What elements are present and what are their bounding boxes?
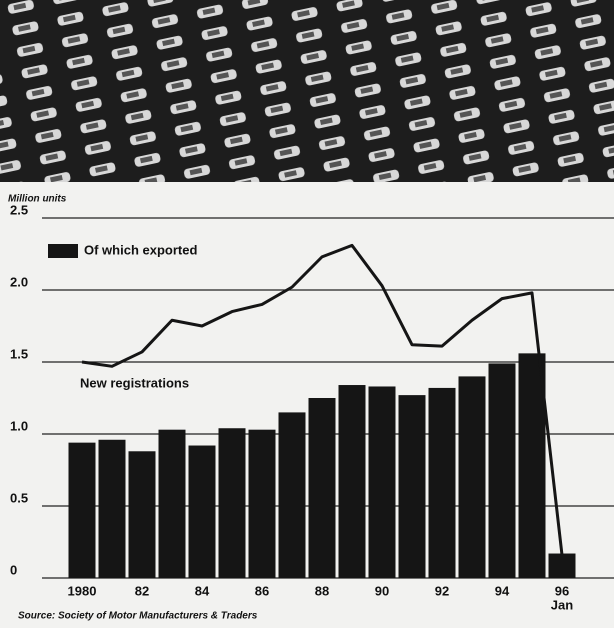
bar: [398, 395, 426, 578]
y-axis-label: Million units: [8, 194, 67, 205]
bar: [98, 439, 126, 578]
bar: [428, 387, 456, 578]
bar: [158, 429, 186, 578]
bar: [338, 385, 366, 578]
x-tick-sublabel: Jan: [551, 597, 573, 612]
legend-swatch: [48, 244, 78, 258]
y-tick-label: 0: [10, 562, 17, 577]
source: Source: Society of Motor Manufacturers &…: [18, 611, 258, 622]
x-tick-label: 88: [315, 583, 329, 598]
bar: [488, 363, 516, 578]
bar: [518, 353, 546, 578]
x-tick-label: 82: [135, 583, 149, 598]
x-tick-label: 90: [375, 583, 389, 598]
bar: [458, 376, 486, 578]
y-tick-label: 1.5: [10, 346, 28, 361]
bar: [368, 386, 396, 578]
legend-label: Of which exported: [84, 242, 197, 257]
y-tick-label: 2.5: [10, 202, 28, 217]
x-tick-label: 94: [495, 583, 510, 598]
bar: [188, 445, 216, 578]
x-tick-label: 86: [255, 583, 269, 598]
bar: [218, 428, 246, 578]
photo: [0, 0, 614, 182]
x-tick-label: 92: [435, 583, 449, 598]
x-tick-label: 96: [555, 583, 569, 598]
line-label: New registrations: [80, 375, 189, 390]
x-tick-label: 84: [195, 583, 210, 598]
y-tick-label: 2.0: [10, 274, 28, 289]
bar: [278, 412, 306, 578]
y-tick-label: 1.0: [10, 418, 28, 433]
y-tick-label: 0.5: [10, 490, 28, 505]
line: [81, 243, 564, 556]
bar: [128, 451, 156, 578]
x-tick-label: 1980: [68, 583, 97, 598]
bar: [548, 553, 576, 578]
bar: [68, 442, 96, 578]
bar: [248, 429, 276, 578]
bar: [308, 398, 336, 578]
